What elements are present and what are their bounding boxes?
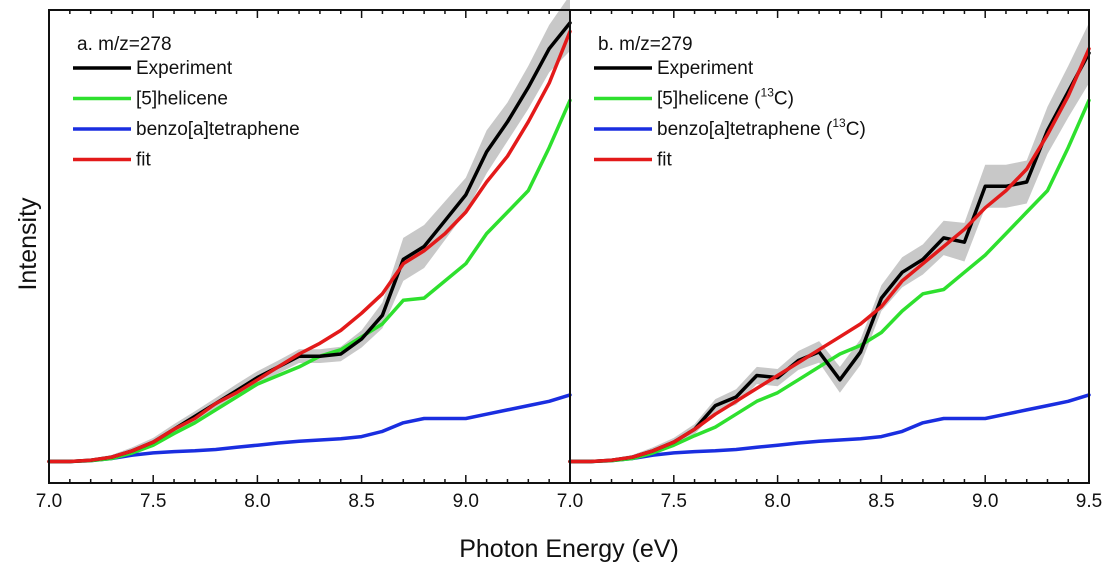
x-tick-label: 8.0 — [764, 491, 790, 512]
series-line-0-3 — [47, 29, 572, 464]
x-tick-label: 7.0 — [557, 491, 583, 512]
panel-b-x-ticks — [569, 10, 1090, 483]
x-tick-label: 9.0 — [972, 491, 998, 512]
series-line-0-0 — [47, 21, 572, 464]
panel-b: 7.0 7.5 8.0 8.5 9.0 9.5 b. m/z=279 Experiment… — [557, 9, 1102, 512]
legend-label: fit — [657, 150, 673, 171]
panel-b-series-lines — [568, 46, 1091, 464]
series-line-0-2 — [47, 393, 572, 464]
panel-b-frame — [569, 9, 1090, 484]
panel-b-legend: Experiment [5]helicene (13C) benzo[a]tetra… — [594, 58, 866, 171]
series-line-1-2 — [568, 393, 1091, 464]
x-tick-label: 9.5 — [1076, 491, 1102, 512]
legend-label: [5]helicene (13C) — [657, 86, 794, 110]
panel-a-legend: Experiment [5]helicene benzo[a]tetraphene f… — [73, 58, 300, 171]
panel-a: 7.0 7.5 8.0 8.5 9.0 a. m/z=278 Experiment [5]… — [36, 0, 572, 512]
uncertainty-band-1-0 — [570, 22, 1089, 463]
panel-b-x-tick-labels: 7.0 7.5 8.0 8.5 9.0 9.5 — [557, 491, 1102, 512]
legend-label: Experiment — [136, 58, 233, 79]
series-line-1-1 — [568, 98, 1091, 464]
x-tick-label: 7.0 — [36, 491, 62, 512]
x-tick-label: 8.5 — [348, 491, 374, 512]
series-line-1-0 — [568, 51, 1091, 464]
legend-label: benzo[a]tetraphene (13C) — [657, 116, 866, 140]
x-axis-title: Photon Energy (eV) — [459, 535, 679, 563]
panel-a-title: a. m/z=278 — [77, 34, 172, 55]
series-line-0-1 — [47, 98, 572, 464]
series-line-1-3 — [568, 46, 1091, 464]
x-tick-label: 7.5 — [661, 491, 687, 512]
y-axis-title: Intensity — [14, 197, 42, 291]
x-tick-label: 8.0 — [244, 491, 270, 512]
panel-b-title: b. m/z=279 — [598, 34, 693, 55]
x-tick-label: 8.5 — [868, 491, 894, 512]
legend-label: Experiment — [657, 58, 754, 79]
x-tick-label: 9.0 — [453, 491, 479, 512]
x-tick-label: 7.5 — [140, 491, 166, 512]
legend-label: fit — [136, 150, 152, 171]
panel-a-series-lines — [47, 21, 572, 464]
panel-a-x-ticks — [48, 10, 571, 483]
panel-a-x-tick-labels: 7.0 7.5 8.0 8.5 9.0 — [36, 491, 479, 512]
legend-label: benzo[a]tetraphene — [136, 119, 300, 140]
panel-b-uncertainty-bands — [570, 22, 1089, 463]
legend-label: [5]helicene — [136, 89, 228, 110]
